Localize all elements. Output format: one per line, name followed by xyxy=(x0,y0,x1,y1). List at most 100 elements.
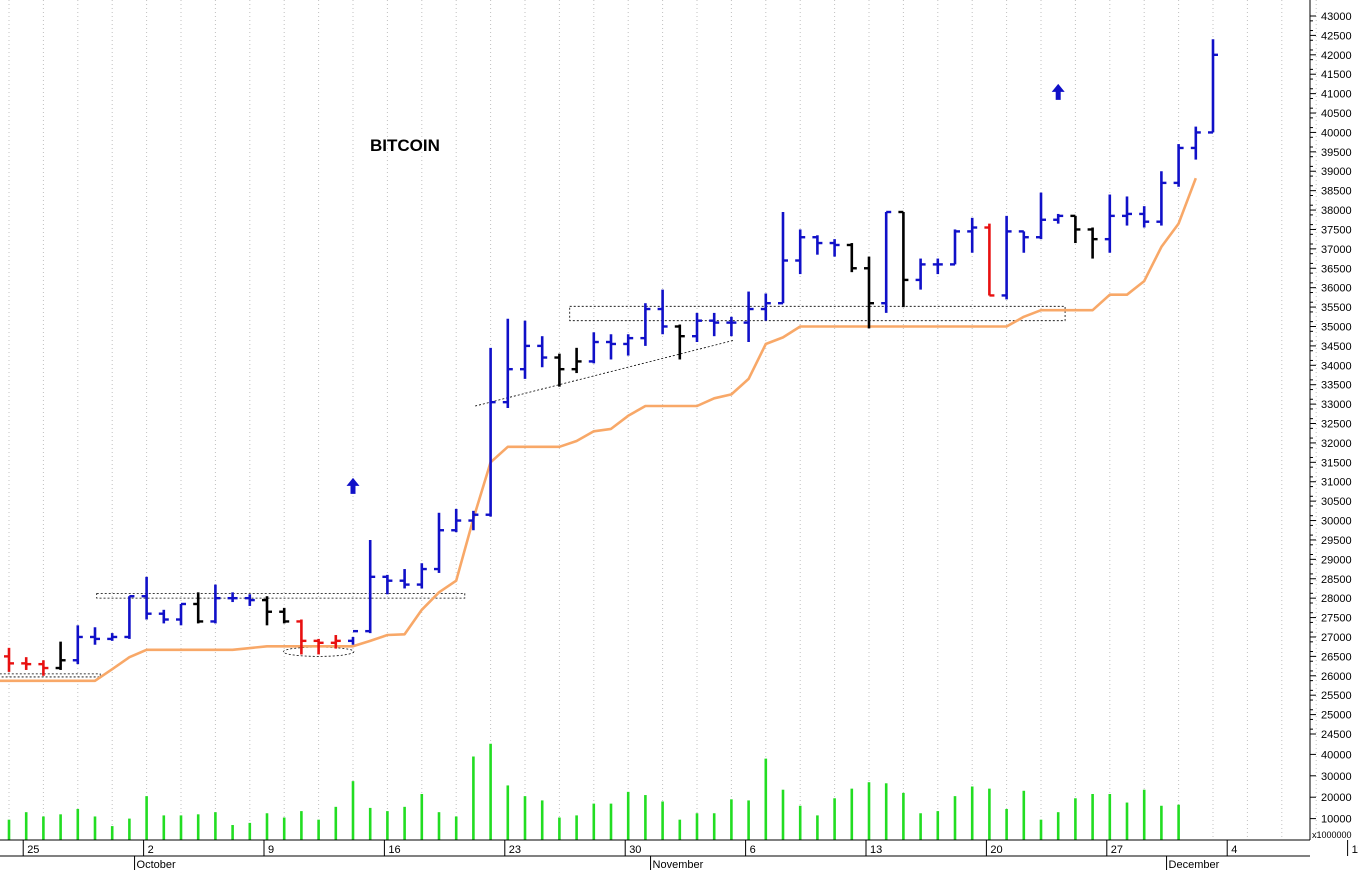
price-bar xyxy=(829,239,840,257)
price-bar xyxy=(72,625,83,665)
month-tick-label: October xyxy=(137,859,176,870)
price-bar xyxy=(1208,39,1218,134)
dotted-box xyxy=(569,305,1066,322)
price-tick-label: 30500 xyxy=(1321,496,1352,508)
price-bar xyxy=(898,210,909,308)
price-bar xyxy=(193,592,204,624)
price-tick-label: 29500 xyxy=(1321,535,1352,547)
price-tick-label: 29000 xyxy=(1321,554,1352,566)
price-tick-label: 36500 xyxy=(1321,263,1352,275)
price-bar xyxy=(1156,171,1167,226)
price-bar xyxy=(124,595,135,639)
price-tick-label: 34000 xyxy=(1321,360,1352,372)
price-bar xyxy=(640,303,651,346)
price-tick-label: 39500 xyxy=(1321,147,1352,159)
grid xyxy=(8,0,1317,840)
volume-multiplier-label: x1000000 xyxy=(1312,830,1352,840)
price-tick-label: 37000 xyxy=(1321,244,1352,256)
price-tick-label: 40000 xyxy=(1321,127,1352,139)
price-bar xyxy=(864,256,874,329)
dotted-box xyxy=(0,673,101,678)
up-arrow-icon xyxy=(346,477,360,494)
price-bar xyxy=(365,539,376,634)
price-bar xyxy=(554,353,565,387)
price-tick-label: 33500 xyxy=(1321,380,1352,392)
date-tick-label: 4 xyxy=(1231,844,1237,856)
price-bar xyxy=(502,318,513,408)
price-bar xyxy=(227,592,238,603)
price-bar xyxy=(348,629,358,645)
price-tick-label: 37500 xyxy=(1321,224,1352,236)
annotations xyxy=(0,83,1066,678)
price-tick-label: 32000 xyxy=(1321,438,1352,450)
price-bar xyxy=(674,324,685,360)
month-tick-label: December xyxy=(1169,859,1220,870)
price-bar xyxy=(468,510,479,531)
date-tick-label: 9 xyxy=(268,844,274,856)
price-bar xyxy=(107,633,118,641)
price-bars xyxy=(4,39,1218,676)
price-tick-label: 24500 xyxy=(1321,729,1352,741)
price-tick-label: 26500 xyxy=(1321,651,1352,663)
trend-line xyxy=(475,339,735,407)
price-tick-label: 42000 xyxy=(1321,50,1352,62)
price-tick-label: 41500 xyxy=(1321,69,1352,81)
price-bar xyxy=(846,243,857,273)
price-bar xyxy=(760,293,771,321)
price-tick-label: 28000 xyxy=(1321,593,1352,605)
price-bar xyxy=(571,347,582,374)
price-tick-label: 26000 xyxy=(1321,671,1352,683)
price-bar xyxy=(915,258,926,290)
price-bar xyxy=(313,638,324,655)
price-tick-label: 32500 xyxy=(1321,419,1352,431)
price-bar xyxy=(984,223,995,297)
price-bar xyxy=(330,635,341,649)
date-tick-label: 16 xyxy=(388,844,400,856)
volume-tick-label: 20000 xyxy=(1321,792,1352,804)
price-bar xyxy=(1018,230,1029,253)
price-bar xyxy=(296,619,307,655)
date-tick-label: 23 xyxy=(509,844,521,856)
price-bar xyxy=(657,289,668,335)
price-tick-label: 33000 xyxy=(1321,399,1352,411)
price-tick-label: 27000 xyxy=(1321,632,1352,644)
volume-tick-label: 10000 xyxy=(1321,814,1352,826)
price-bar xyxy=(1139,206,1150,228)
price-bar xyxy=(158,609,169,624)
date-tick-label: 30 xyxy=(629,844,641,856)
price-tick-label: 41000 xyxy=(1321,89,1352,101)
volume-tick-label: 40000 xyxy=(1321,749,1352,761)
price-tick-label: 27500 xyxy=(1321,613,1352,625)
price-bar xyxy=(244,594,255,606)
price-bar xyxy=(795,229,806,275)
price-bar xyxy=(588,332,599,364)
price-bar xyxy=(416,563,427,589)
date-tick-label: 6 xyxy=(750,844,756,856)
price-bar xyxy=(709,312,720,337)
date-tick-label: 2 xyxy=(148,844,154,856)
price-bar xyxy=(4,647,14,672)
price-bar xyxy=(743,291,754,343)
date-tick-label: 27 xyxy=(1111,844,1123,856)
price-bar xyxy=(485,347,496,517)
price-bar xyxy=(778,211,788,305)
price-tick-label: 34500 xyxy=(1321,341,1352,353)
price-bar xyxy=(210,584,221,624)
price-tick-label: 42500 xyxy=(1321,30,1352,42)
price-tick-label: 25500 xyxy=(1321,690,1352,702)
price-bar xyxy=(1173,144,1184,187)
price-bar xyxy=(38,660,49,676)
price-bar xyxy=(623,334,634,356)
price-bar xyxy=(1053,213,1064,224)
up-arrow-icon xyxy=(1051,83,1065,100)
price-tick-label: 35500 xyxy=(1321,302,1352,314)
price-tick-label: 43000 xyxy=(1321,11,1352,23)
price-bar xyxy=(399,569,410,589)
price-tick-label: 40500 xyxy=(1321,108,1352,120)
chart-title: BITCOIN xyxy=(370,136,440,155)
price-bar xyxy=(1001,215,1012,300)
volume-bars xyxy=(7,743,1180,840)
price-bar xyxy=(1122,196,1132,226)
